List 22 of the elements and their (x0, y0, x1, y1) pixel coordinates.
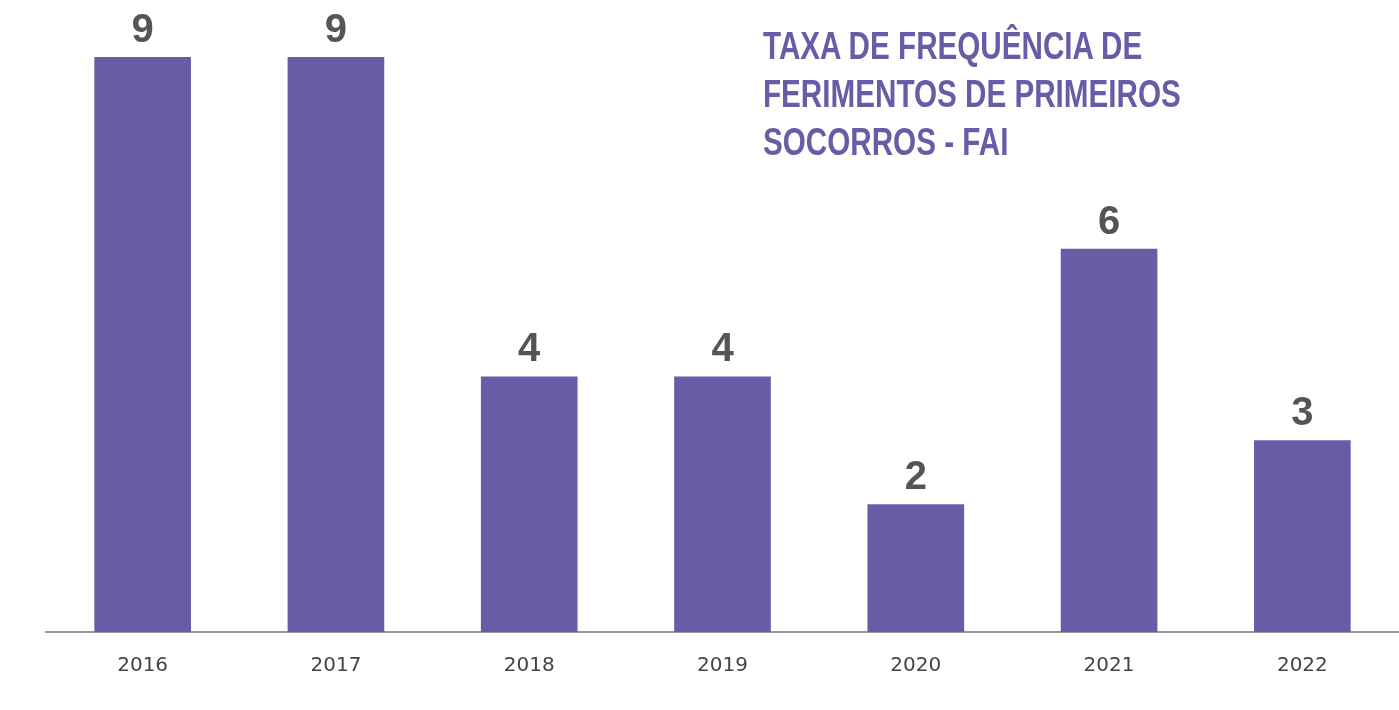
bar (1060, 248, 1158, 632)
data-label: 2 (904, 453, 927, 498)
x-tick-label: 2020 (890, 652, 942, 677)
data-label: 9 (131, 6, 154, 51)
bar (674, 376, 771, 632)
data-label: 4 (518, 325, 542, 370)
bar (480, 376, 578, 632)
x-tick-label: 2018 (503, 652, 555, 677)
chart-title: TAXA DE FREQUÊNCIA DE FERIMENTOS DE PRIMEIROS SOCORROS - FAI (763, 23, 1182, 165)
x-tick-label: 2022 (1276, 652, 1328, 677)
bar (1254, 440, 1351, 632)
bar (287, 57, 385, 632)
data-label: 4 (711, 325, 735, 370)
data-label: 9 (324, 6, 348, 51)
bar (867, 504, 965, 632)
x-tick-label: 2017 (310, 652, 362, 677)
x-tick-label: 2021 (1083, 652, 1135, 677)
data-label: 3 (1291, 389, 1314, 434)
data-label: 6 (1097, 197, 1121, 242)
x-tick-label: 2019 (697, 652, 748, 677)
bar (94, 57, 191, 632)
x-tick-label: 2016 (117, 652, 169, 677)
